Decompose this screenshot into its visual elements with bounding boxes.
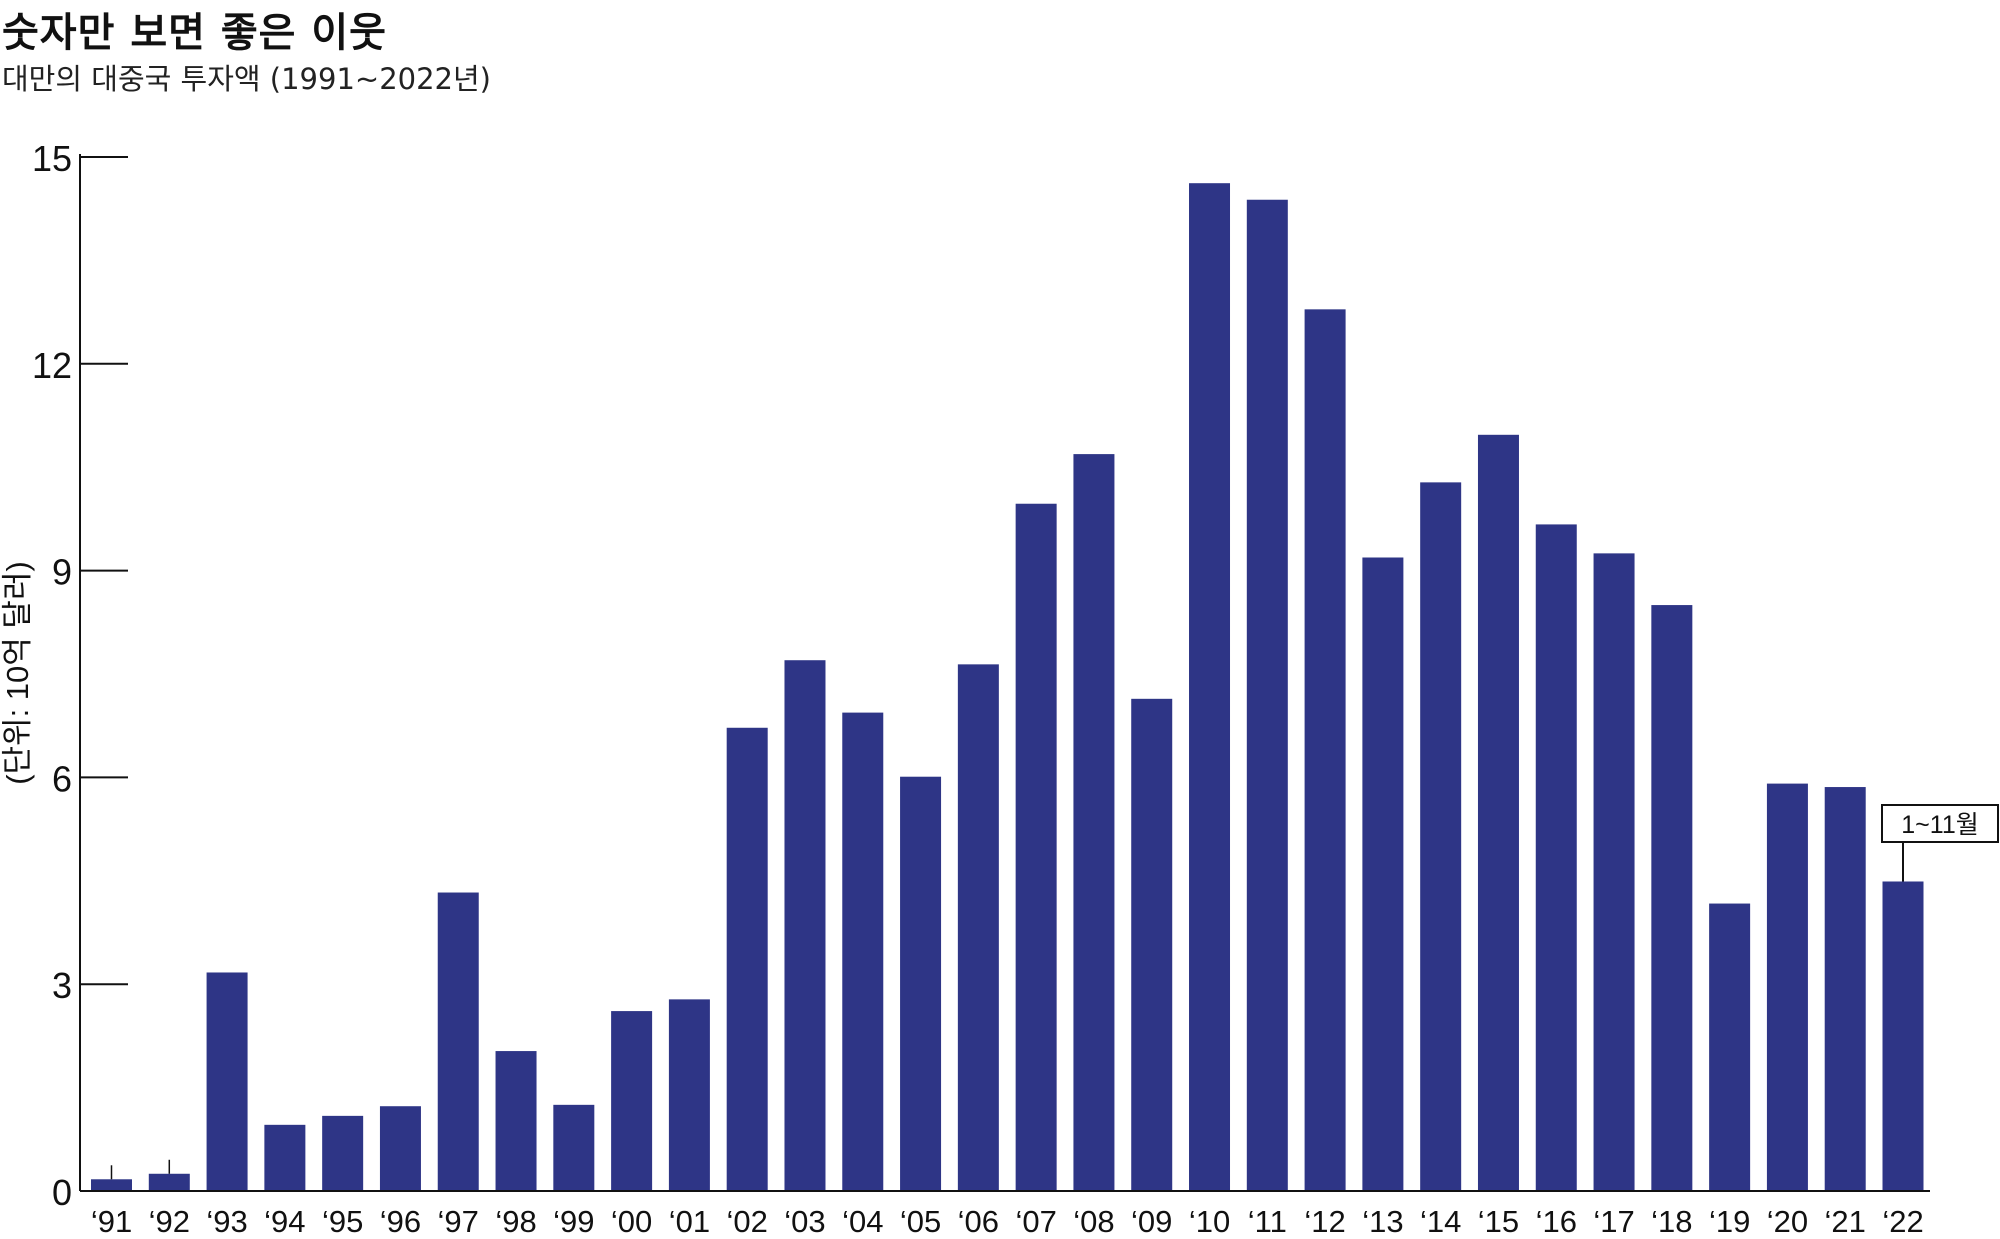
- x-tick-label: ‘95: [322, 1204, 363, 1239]
- annotation-label: 1~11월: [1901, 811, 1978, 839]
- bar: [1131, 698, 1173, 1191]
- x-tick-label: ‘97: [438, 1204, 479, 1239]
- x-tick-label: ‘14: [1420, 1204, 1461, 1239]
- bar: [379, 1106, 421, 1191]
- x-tick-label: ‘16: [1536, 1204, 1577, 1239]
- bar: [1304, 309, 1346, 1191]
- x-tick-label: ‘03: [784, 1204, 825, 1239]
- x-tick-label: ‘06: [958, 1204, 999, 1239]
- bar: [264, 1124, 306, 1191]
- x-tick-label: ‘10: [1189, 1204, 1230, 1239]
- chart-title: 숫자만 보면 좋은 이웃: [2, 10, 387, 56]
- bar: [668, 999, 710, 1191]
- bar: [322, 1115, 364, 1191]
- x-tick-label: ‘00: [611, 1204, 652, 1239]
- x-tick-label: ‘08: [1073, 1204, 1114, 1239]
- y-tick-label: 6: [52, 758, 72, 799]
- bar: [1420, 482, 1462, 1191]
- bar: [1882, 881, 1924, 1191]
- x-tick-label: ‘98: [495, 1204, 536, 1239]
- bar: [726, 727, 768, 1191]
- x-tick-label: ‘21: [1825, 1204, 1866, 1239]
- annotations: 1~11월: [1881, 804, 1999, 882]
- bar: [495, 1051, 537, 1191]
- y-tick-label: 0: [52, 1172, 72, 1213]
- x-tick-label: ‘19: [1709, 1204, 1750, 1239]
- bar: [1246, 199, 1288, 1192]
- x-tick-label: ‘99: [553, 1204, 594, 1239]
- bar: [842, 712, 884, 1191]
- bar: [437, 892, 479, 1191]
- x-tick-label: ‘05: [900, 1204, 941, 1239]
- x-tick-label: ‘11: [1248, 1204, 1287, 1239]
- bar: [91, 1179, 132, 1191]
- bar: [1766, 783, 1808, 1191]
- bar: [1015, 503, 1057, 1191]
- bar: [206, 972, 248, 1191]
- y-axis-label: (단위: 10억 달러): [0, 561, 35, 785]
- bar: [1709, 903, 1751, 1191]
- x-tick-label: ‘22: [1882, 1204, 1923, 1239]
- bar: [553, 1104, 595, 1191]
- x-tick-label: ‘17: [1593, 1204, 1634, 1239]
- x-tick-label: ‘93: [206, 1204, 247, 1239]
- x-tick-label: ‘96: [380, 1204, 421, 1239]
- bar: [1593, 553, 1635, 1191]
- y-tick-label: 15: [32, 138, 72, 179]
- bar: [1362, 557, 1404, 1191]
- x-tick-label: ‘04: [842, 1204, 883, 1239]
- x-tick-label: ‘12: [1304, 1204, 1345, 1239]
- y-tick-label: 12: [32, 345, 72, 386]
- x-tick-label: ‘18: [1651, 1204, 1692, 1239]
- y-tick-label: 3: [52, 965, 72, 1006]
- bar: [1824, 787, 1866, 1191]
- x-tick-label: ‘01: [669, 1204, 710, 1239]
- bar: [148, 1173, 190, 1191]
- x-axis: ‘91 ‘92 ‘93 ‘94 ‘95 ‘96 ‘97 ‘98 ‘99 ‘00 ‘01 ‘02 ‘03 ‘…: [80, 1190, 1930, 1239]
- bar: [900, 776, 942, 1191]
- x-tick-label: ‘92: [149, 1204, 190, 1239]
- x-tick-label: ‘94: [264, 1204, 305, 1239]
- bar: [957, 664, 999, 1191]
- bar: [784, 660, 826, 1191]
- x-tick-label: ‘07: [1015, 1204, 1056, 1239]
- y-axis: 0 3 6 9 12 15 (단위: 10억 달러): [0, 138, 128, 1213]
- bar: [1535, 524, 1577, 1191]
- x-tick-label: ‘15: [1478, 1204, 1519, 1239]
- bars: [91, 183, 1924, 1192]
- x-tick-label: ‘09: [1131, 1204, 1172, 1239]
- y-tick-label: 9: [52, 552, 72, 593]
- x-tick-label: ‘91: [91, 1204, 132, 1239]
- bar: [611, 1011, 653, 1191]
- bar: [1189, 183, 1231, 1191]
- x-tick-label: ‘20: [1767, 1204, 1808, 1239]
- bar: [1073, 454, 1115, 1191]
- chart-subtitle: 대만의 대중국 투자액 (1991~2022년): [2, 62, 491, 96]
- bar: [1477, 434, 1519, 1191]
- x-tick-label: ‘02: [727, 1204, 768, 1239]
- annotation-box: [1881, 804, 1999, 843]
- x-tick-label: ‘13: [1362, 1204, 1403, 1239]
- bar: [1651, 605, 1693, 1191]
